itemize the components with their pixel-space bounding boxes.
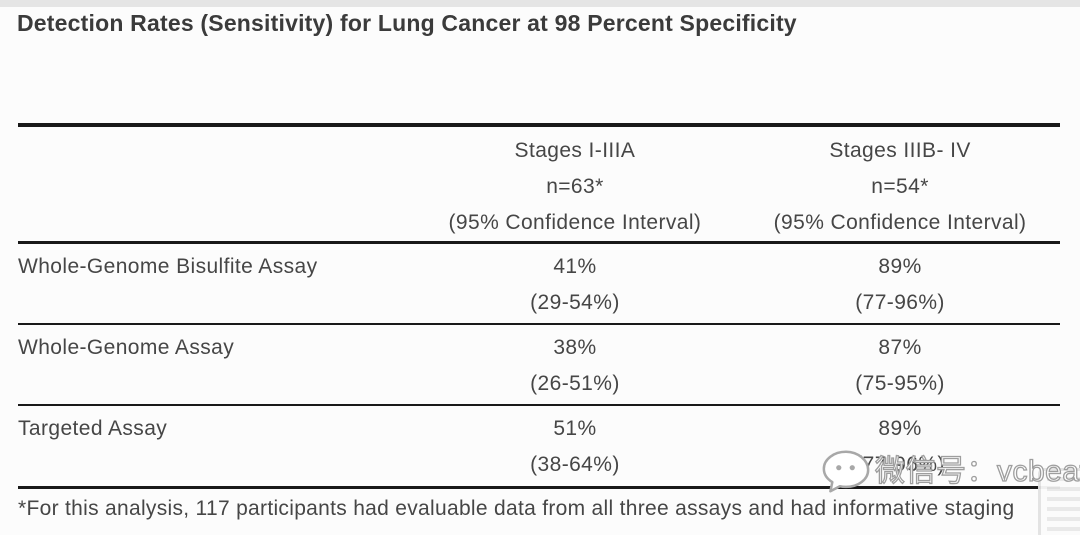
- confidence-interval: (38-64%): [530, 453, 620, 476]
- detection-rates-table: Stages I-IIIA n=63* (95% Confidence Inte…: [18, 123, 1060, 489]
- stage-group-label: Stages I-IIIA: [514, 139, 636, 162]
- faint-logo-watermark: [1038, 468, 1080, 535]
- sensitivity-value: 51%: [553, 417, 597, 440]
- assay-name: Targeted Assay: [18, 417, 168, 440]
- header-stages-1-3a: Stages I-IIIA n=63* (95% Confidence Inte…: [410, 133, 740, 241]
- cell-stages-1-3a: 51% (38-64%): [410, 411, 740, 486]
- sensitivity-value: 41%: [553, 255, 597, 278]
- footnote: *For this analysis, 117 participants had…: [18, 497, 1015, 520]
- header-assay-column-spacer: [18, 133, 410, 241]
- confidence-interval: (75-95%): [855, 372, 945, 395]
- sensitivity-value: 89%: [878, 417, 922, 440]
- confidence-interval: (77-96%): [855, 291, 945, 314]
- confidence-interval: (77-96%): [855, 453, 945, 476]
- cell-stages-3b-4: 89% (77-96%): [740, 411, 1060, 486]
- table-row-whole-genome: Whole-Genome Assay 38% (26-51%) 87% (75-…: [18, 325, 1060, 406]
- figure-title: Detection Rates (Sensitivity) for Lung C…: [17, 10, 797, 36]
- confidence-interval: (29-54%): [530, 291, 620, 314]
- sample-size-label: n=63*: [546, 175, 604, 198]
- assay-name: Whole-Genome Assay: [18, 336, 235, 359]
- cell-stages-3b-4: 87% (75-95%): [740, 330, 1060, 404]
- sensitivity-value: 38%: [553, 336, 597, 359]
- top-edge-strip: [0, 0, 1080, 7]
- stage-group-label: Stages IIIB- IV: [829, 139, 971, 162]
- ci-header-label: (95% Confidence Interval): [773, 211, 1027, 234]
- sample-size-label: n=54*: [871, 175, 929, 198]
- cell-stages-3b-4: 89% (77-96%): [740, 249, 1060, 323]
- wechat-bubble-icon: [822, 450, 870, 493]
- wechat-watermark: 微信号：vcbeat: [820, 447, 1080, 497]
- table-header-row: Stages I-IIIA n=63* (95% Confidence Inte…: [18, 123, 1060, 244]
- confidence-interval: (26-51%): [530, 372, 620, 395]
- table-row-targeted: Targeted Assay 51% (38-64%) 89% (77-96%): [18, 406, 1060, 489]
- ci-header-label: (95% Confidence Interval): [448, 211, 702, 234]
- table-row-whole-genome-bisulfite: Whole-Genome Bisulfite Assay 41% (29-54%…: [18, 244, 1060, 325]
- sensitivity-value: 87%: [878, 336, 922, 359]
- header-stages-3b-4: Stages IIIB- IV n=54* (95% Confidence In…: [740, 133, 1060, 241]
- sensitivity-value: 89%: [878, 255, 922, 278]
- cell-stages-1-3a: 41% (29-54%): [410, 249, 740, 323]
- wechat-id-text: 微信号：vcbeat: [874, 454, 1080, 488]
- assay-name: Whole-Genome Bisulfite Assay: [18, 255, 318, 278]
- cell-stages-1-3a: 38% (26-51%): [410, 330, 740, 404]
